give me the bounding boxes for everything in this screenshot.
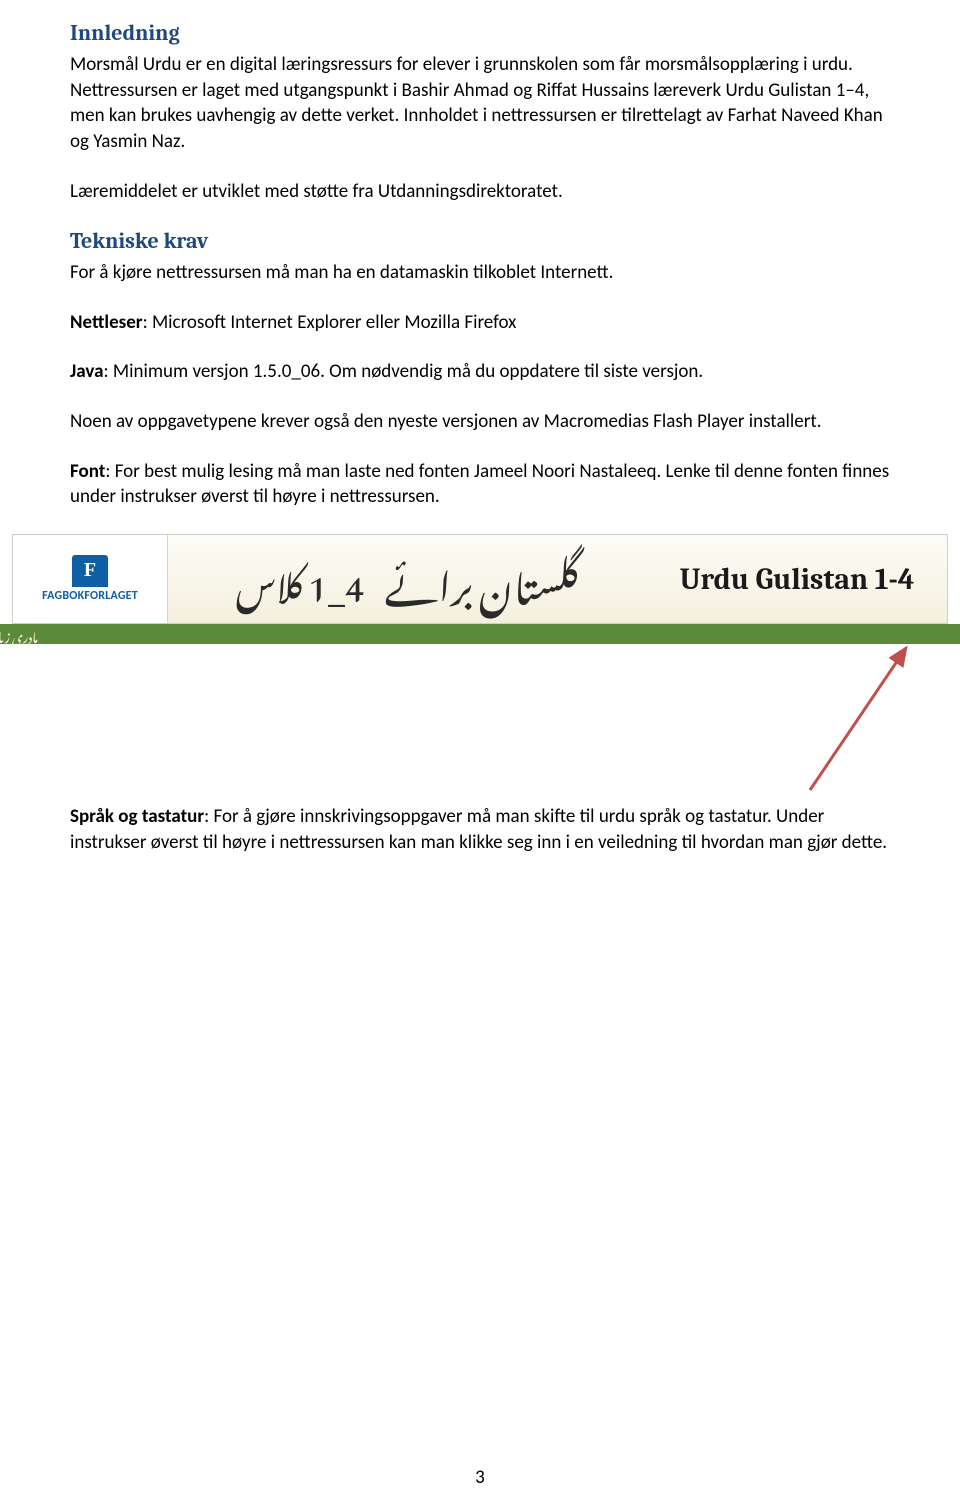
book-icon: [72, 555, 108, 587]
banner-right: Urdu Gulistan 1-4: [647, 535, 947, 623]
paragraph-flash: Noen av oppgavetypene krever også den ny…: [70, 409, 890, 435]
label-nettleser: Nettleser: [70, 311, 143, 334]
heading-tekniske-krav: Tekniske krav: [70, 228, 890, 254]
paragraph-laremiddel: Læremiddelet er utviklet med støtte fra …: [70, 179, 890, 205]
paragraph-sprak: Språk og tastatur: For å gjøre innskrivi…: [70, 804, 890, 855]
urdu-gulistan-text: گلستان برائے: [385, 529, 580, 629]
banner-logo-block: FAGBOKFORLAGET: [13, 535, 168, 623]
text-font: : For best mulig lesing må man laste ned…: [70, 460, 889, 509]
arrow-area: [12, 644, 948, 794]
banner-title-en: Urdu Gulistan 1-4: [680, 562, 915, 597]
page-number: 3: [475, 1466, 485, 1489]
paragraph-java: Java: Minimum versjon 1.5.0_06. Om nødve…: [70, 359, 890, 385]
heading-innledning: Innledning: [70, 20, 890, 46]
label-java: Java: [70, 360, 104, 383]
arrow-annotation: [738, 640, 938, 800]
text-java: : Minimum versjon 1.5.0_06. Om nødvendig…: [104, 360, 704, 383]
banner: FAGBOKFORLAGET 4_1 کلاس گلستان برائے Urd…: [12, 534, 948, 624]
paragraph-font: Font: For best mulig lesing må man laste…: [70, 459, 890, 510]
urdu-class-text: 4_1 کلاس: [236, 534, 365, 624]
logo-text: FAGBOKFORLAGET: [42, 589, 138, 603]
banner-container: FAGBOKFORLAGET 4_1 کلاس گلستان برائے Urd…: [12, 534, 948, 644]
paragraph-intro: Morsmål Urdu er en digital læringsressur…: [70, 52, 890, 155]
label-sprak: Språk og tastatur: [70, 805, 204, 828]
text-nettleser: : Microsoft Internet Explorer eller Mozi…: [143, 311, 517, 334]
banner-middle: 4_1 کلاس گلستان برائے: [168, 535, 647, 623]
label-font: Font: [70, 460, 105, 483]
paragraph-teknisk-intro: For å kjøre nettressursen må man ha en d…: [70, 260, 890, 286]
paragraph-nettleser: Nettleser: Microsoft Internet Explorer e…: [70, 310, 890, 336]
